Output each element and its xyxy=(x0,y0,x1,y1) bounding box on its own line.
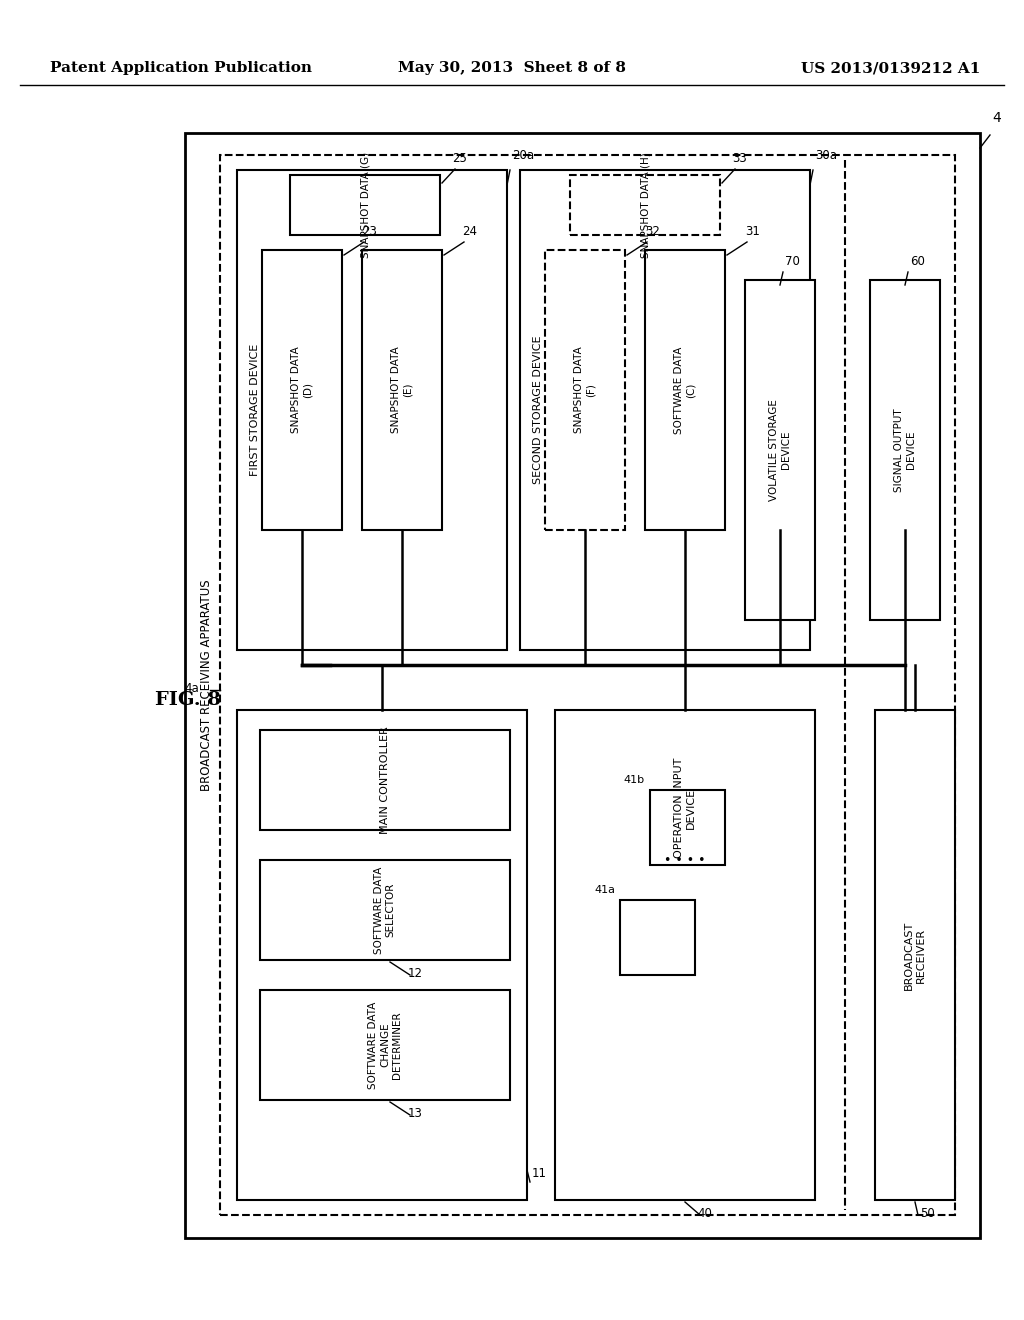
Text: SOFTWARE DATA
(C): SOFTWARE DATA (C) xyxy=(674,346,695,434)
Text: 70: 70 xyxy=(785,255,800,268)
Bar xyxy=(645,249,725,531)
Text: SECOND STORAGE DEVICE: SECOND STORAGE DEVICE xyxy=(534,335,543,484)
Text: 31: 31 xyxy=(745,224,761,238)
Text: 23: 23 xyxy=(362,224,378,238)
Text: 13: 13 xyxy=(408,1107,423,1119)
Text: SNAPSHOT DATA (G): SNAPSHOT DATA (G) xyxy=(360,152,370,259)
Text: 11: 11 xyxy=(532,1167,547,1180)
Bar xyxy=(545,249,625,531)
Text: SNAPSHOT DATA
(F): SNAPSHOT DATA (F) xyxy=(574,347,596,433)
Text: • • • •: • • • • xyxy=(665,854,706,866)
Text: 4: 4 xyxy=(992,111,1000,125)
Text: 33: 33 xyxy=(732,152,748,165)
Bar xyxy=(520,170,810,649)
Text: Patent Application Publication: Patent Application Publication xyxy=(50,61,312,75)
Bar xyxy=(220,154,955,1214)
Text: 50: 50 xyxy=(920,1206,935,1220)
Text: US 2013/0139212 A1: US 2013/0139212 A1 xyxy=(801,61,980,75)
Bar xyxy=(874,710,955,1200)
Text: SNAPSHOT DATA (H): SNAPSHOT DATA (H) xyxy=(640,152,650,257)
Bar xyxy=(260,730,510,830)
Bar xyxy=(262,249,342,531)
Text: 24: 24 xyxy=(463,224,477,238)
Text: May 30, 2013  Sheet 8 of 8: May 30, 2013 Sheet 8 of 8 xyxy=(398,61,626,75)
Text: 25: 25 xyxy=(453,152,467,165)
Text: SIGNAL OUTPUT
DEVICE: SIGNAL OUTPUT DEVICE xyxy=(894,408,915,492)
Bar xyxy=(260,990,510,1100)
Text: 60: 60 xyxy=(910,255,925,268)
Bar xyxy=(870,280,940,620)
Text: 41b: 41b xyxy=(624,775,645,785)
Bar xyxy=(570,176,720,235)
Text: VOLATILE STORAGE
DEVICE: VOLATILE STORAGE DEVICE xyxy=(769,399,791,500)
Text: FIG. 8: FIG. 8 xyxy=(155,690,221,709)
Text: MAIN CONTROLLER: MAIN CONTROLLER xyxy=(380,726,390,834)
Text: SOFTWARE DATA
SELECTOR: SOFTWARE DATA SELECTOR xyxy=(374,866,396,953)
Text: 30a: 30a xyxy=(815,149,837,162)
Text: SNAPSHOT DATA
(D): SNAPSHOT DATA (D) xyxy=(291,347,312,433)
Bar xyxy=(290,176,440,235)
Bar xyxy=(237,710,527,1200)
Text: 20a: 20a xyxy=(512,149,535,162)
Text: SNAPSHOT DATA
(E): SNAPSHOT DATA (E) xyxy=(391,347,413,433)
Text: SOFTWARE DATA
CHANGE
DETERMINER: SOFTWARE DATA CHANGE DETERMINER xyxy=(369,1002,401,1089)
Text: 40: 40 xyxy=(697,1206,713,1220)
Text: 41a: 41a xyxy=(594,884,615,895)
Bar xyxy=(745,280,815,620)
Text: BROADCAST RECEIVING APPARATUS: BROADCAST RECEIVING APPARATUS xyxy=(201,579,213,791)
Text: 12: 12 xyxy=(408,968,423,979)
Bar xyxy=(260,861,510,960)
Text: FIRST STORAGE DEVICE: FIRST STORAGE DEVICE xyxy=(250,345,260,477)
Bar xyxy=(362,249,442,531)
Bar xyxy=(185,133,980,1238)
Text: 4a: 4a xyxy=(184,682,200,696)
Text: OPERATION INPUT
DEVICE: OPERATION INPUT DEVICE xyxy=(674,758,695,858)
Bar xyxy=(650,789,725,865)
Bar xyxy=(555,710,815,1200)
Text: BROADCAST
RECEIVER: BROADCAST RECEIVER xyxy=(904,920,926,990)
Bar xyxy=(237,170,507,649)
Bar xyxy=(620,900,695,975)
Text: 32: 32 xyxy=(645,224,660,238)
